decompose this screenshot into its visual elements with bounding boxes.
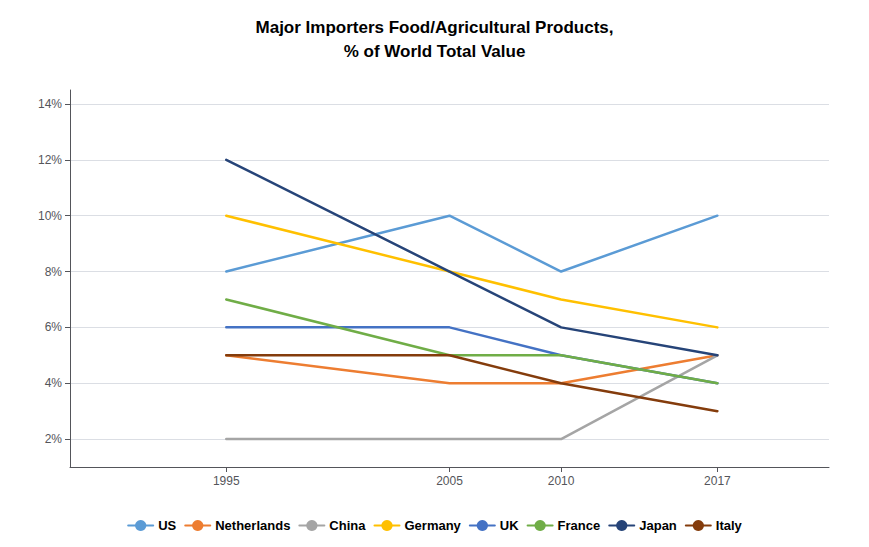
svg-text:10%: 10% bbox=[38, 209, 62, 223]
svg-text:2005: 2005 bbox=[436, 474, 463, 488]
svg-text:14%: 14% bbox=[38, 97, 62, 111]
svg-text:2017: 2017 bbox=[704, 474, 731, 488]
svg-text:Italy: Italy bbox=[716, 518, 743, 533]
svg-text:% of World Total Value: % of World Total Value bbox=[344, 42, 526, 61]
svg-text:China: China bbox=[329, 518, 366, 533]
svg-text:US: US bbox=[158, 518, 176, 533]
svg-text:1995: 1995 bbox=[213, 474, 240, 488]
svg-text:Germany: Germany bbox=[404, 518, 461, 533]
svg-text:Major Importers Food/Agricultu: Major Importers Food/Agricultural Produc… bbox=[256, 18, 614, 37]
svg-text:2010: 2010 bbox=[548, 474, 575, 488]
svg-text:2%: 2% bbox=[45, 432, 63, 446]
svg-text:Japan: Japan bbox=[639, 518, 677, 533]
svg-text:Netherlands: Netherlands bbox=[215, 518, 290, 533]
svg-text:4%: 4% bbox=[45, 376, 63, 390]
svg-text:UK: UK bbox=[500, 518, 519, 533]
svg-text:France: France bbox=[558, 518, 601, 533]
svg-text:12%: 12% bbox=[38, 153, 62, 167]
svg-text:8%: 8% bbox=[45, 265, 63, 279]
svg-text:6%: 6% bbox=[45, 320, 63, 334]
